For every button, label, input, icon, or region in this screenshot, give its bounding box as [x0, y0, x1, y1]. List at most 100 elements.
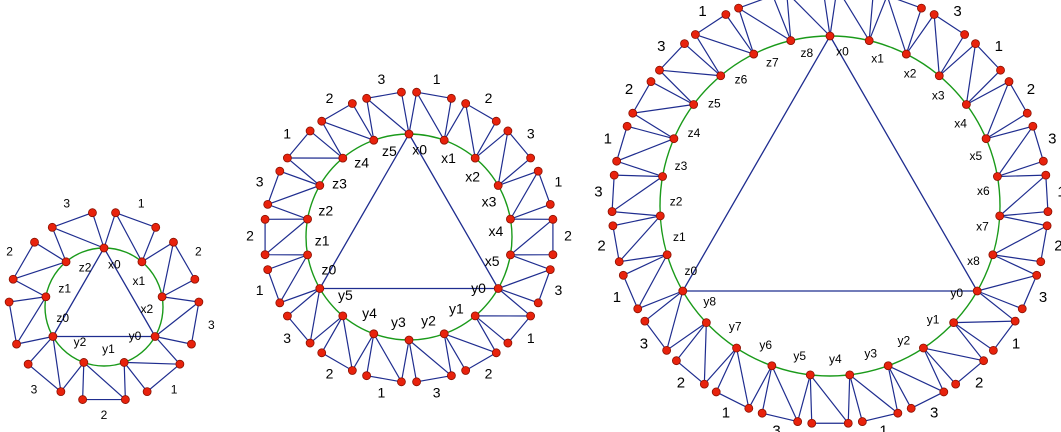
vertex-label: x3: [482, 194, 497, 210]
spike-label: 1: [555, 173, 563, 189]
spike-node: [362, 371, 372, 381]
vertex-label: y5: [793, 349, 806, 363]
vertex-node: [786, 36, 796, 45]
spike-node: [906, 403, 916, 413]
spike-label: 3: [527, 125, 535, 141]
spike-edge: [996, 125, 1034, 177]
spike-edge: [905, 13, 966, 77]
spike-edge: [416, 91, 445, 141]
spike-node: [194, 297, 204, 307]
spike-label: 2: [246, 228, 254, 244]
spike-label: 3: [594, 183, 602, 200]
vertex-label: y7: [729, 320, 742, 334]
spike-edge: [443, 102, 498, 159]
spike-node: [711, 387, 721, 397]
spike-node: [1022, 108, 1032, 118]
spike-node: [412, 87, 421, 97]
spike-edge: [644, 290, 707, 352]
vertex-node: [48, 332, 58, 341]
vertex-label: y2: [421, 312, 436, 328]
vertex-label: z3: [332, 175, 347, 191]
vertex-node: [655, 211, 665, 221]
spike-edge: [849, 365, 899, 423]
spike-edge: [373, 333, 402, 383]
vertex-label: x0: [836, 45, 849, 59]
spike-label: 2: [826, 429, 834, 432]
vertex-node: [157, 292, 167, 302]
spike-edge: [611, 175, 663, 213]
spike-node: [793, 417, 803, 426]
spike-label: 3: [953, 3, 961, 20]
spike-edge: [829, 0, 874, 41]
figure-1: x0x1x2y0y1y2z0z1z2123123123: [0, 197, 215, 422]
vertex-label: y0: [471, 280, 486, 296]
spike-node: [633, 304, 643, 314]
spike-label: 1: [283, 125, 291, 141]
figure-3: x0 x1 x2 x3 x4 x5 x6 x7 x8 y0 y1 y2 y3 y4 y5 y6 y7 y8 z0 z1…: [594, 0, 1061, 432]
spike-edge: [887, 347, 945, 410]
spike-edge: [849, 374, 899, 414]
vertex-node: [767, 361, 777, 371]
vertex-label: z0: [322, 262, 337, 278]
spike-node: [622, 121, 632, 131]
spike-edge: [953, 290, 1016, 352]
spike-edge: [922, 322, 985, 385]
spike-node: [607, 207, 617, 216]
vertex-label: z3: [675, 159, 688, 173]
spike-edge: [843, 0, 870, 41]
spike-node: [175, 359, 185, 369]
spike-node: [88, 208, 97, 218]
spike-edge: [408, 339, 452, 377]
spike-edge: [52, 336, 62, 392]
spike-edge: [615, 125, 675, 178]
spike-edge: [366, 97, 410, 135]
spike-edge: [27, 336, 85, 393]
spike-edge: [659, 69, 721, 77]
spike-node: [545, 199, 555, 209]
spike-node: [1042, 221, 1052, 231]
spike-node: [608, 221, 618, 231]
vertex-node: [658, 172, 667, 181]
vertex-node: [79, 358, 89, 367]
spike-edge: [985, 125, 1045, 178]
spike-edge: [887, 365, 945, 393]
spike-edge: [52, 226, 105, 249]
vertex-node: [506, 250, 515, 260]
spike-label: 3: [256, 173, 264, 189]
spike-label: 1: [879, 423, 887, 432]
spike-node: [190, 274, 200, 284]
spike-edge: [694, 13, 755, 77]
spike-node: [260, 250, 270, 260]
spike-label: 3: [930, 404, 938, 421]
spike-node: [347, 99, 357, 108]
spike-node: [187, 339, 196, 349]
spike-edge: [267, 184, 321, 205]
spike-edge: [887, 0, 907, 55]
vertex-label: y3: [391, 314, 406, 330]
vertex-node: [701, 318, 711, 328]
spike-node: [893, 408, 903, 418]
spike-node: [843, 418, 853, 428]
vertex-node: [150, 332, 160, 341]
spike-edge: [695, 33, 754, 55]
spike-label: 2: [1027, 81, 1035, 98]
spike-label: 1: [171, 383, 178, 397]
spike-node: [317, 116, 327, 126]
vertex-node: [315, 181, 325, 190]
spike-node: [614, 257, 624, 267]
spike-edge: [632, 103, 694, 114]
vertex-node: [369, 135, 379, 145]
vertex-node: [716, 71, 726, 81]
spike-node: [526, 153, 536, 163]
vertex-node: [439, 329, 449, 339]
spike-label: 3: [377, 71, 385, 87]
spike-node: [699, 379, 709, 389]
vertex-label: z6: [735, 73, 748, 87]
spike-label: 2: [625, 81, 633, 98]
spike-edge: [923, 347, 984, 362]
spike-node: [548, 214, 558, 224]
spike-node: [142, 387, 152, 397]
spike-node: [939, 387, 949, 397]
